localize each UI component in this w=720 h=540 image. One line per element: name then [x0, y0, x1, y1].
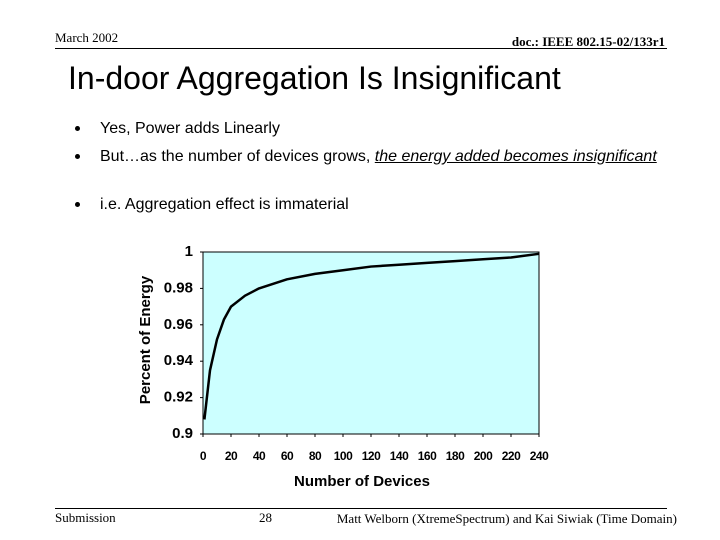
- y-axis-label: Percent of Energy: [137, 275, 154, 404]
- y-tick-label: 0.92: [164, 389, 193, 406]
- y-tick-label: 0.94: [164, 352, 194, 369]
- bullet: But…as the number of devices grows, the …: [100, 147, 660, 166]
- y-tick-label: 0.96: [164, 316, 193, 333]
- x-tick-label: 200: [474, 449, 493, 463]
- x-tick-label: 80: [309, 449, 322, 463]
- x-tick-label: 60: [281, 449, 294, 463]
- header-rule: [55, 48, 667, 49]
- plot-area: [202, 251, 540, 435]
- y-tick-label: 1: [185, 243, 193, 260]
- x-tick-label: 160: [418, 449, 437, 463]
- bullet-dot: [75, 154, 80, 159]
- bullet-text: But…as the number of devices grows,: [100, 148, 375, 165]
- page-number: 28: [259, 510, 272, 525]
- bullet: Yes, Power adds Linearly: [100, 120, 280, 137]
- header-date: March 2002: [55, 30, 119, 45]
- x-tick-label: 40: [253, 449, 266, 463]
- x-axis-label: Number of Devices: [294, 473, 430, 490]
- x-tick-label: 220: [502, 449, 521, 463]
- x-tick-label: 120: [362, 449, 381, 463]
- footer-left: Submission: [55, 510, 116, 525]
- x-tick-label: 100: [334, 449, 353, 463]
- header-doc: doc.: IEEE 802.15-02/133r1: [511, 34, 665, 49]
- x-tick-label: 180: [446, 449, 465, 463]
- y-tick-label: 0.98: [164, 279, 193, 296]
- x-tick-label: 20: [225, 449, 238, 463]
- bullet-emphasis: the energy added becomes insignificant: [374, 148, 657, 165]
- x-tick-label: 0: [200, 449, 207, 463]
- bullet-dot: [75, 126, 80, 131]
- x-tick-label: 240: [530, 449, 549, 463]
- footer-rule: [55, 508, 667, 509]
- slide-title: In-door Aggregation Is Insignificant: [68, 60, 561, 96]
- bullet-dot: [75, 202, 80, 207]
- bullet: i.e. Aggregation effect is immaterial: [100, 196, 349, 213]
- data-line: [203, 252, 540, 420]
- footer-right: Matt Welborn (XtremeSpectrum) and Kai Si…: [336, 511, 677, 526]
- x-tick-label: 140: [390, 449, 409, 463]
- y-tick-label: 0.9: [172, 425, 193, 442]
